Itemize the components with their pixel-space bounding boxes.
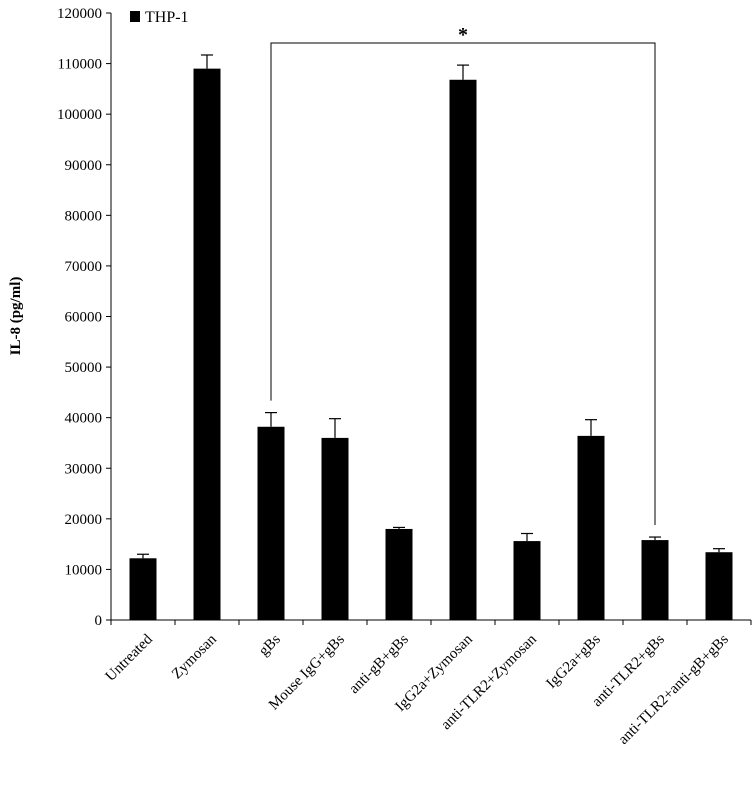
y-tick-label: 40000 <box>65 411 103 427</box>
bar <box>705 552 733 620</box>
bar <box>129 558 157 620</box>
bars <box>129 54 733 621</box>
y-tick-label: 120000 <box>57 6 102 22</box>
annotations: * <box>270 24 656 526</box>
bar <box>257 426 285 620</box>
y-tick-label: 80000 <box>65 208 103 224</box>
bar <box>321 437 349 620</box>
y-tick-label: 10000 <box>65 562 103 578</box>
bar <box>385 528 413 620</box>
y-tick-label: 110000 <box>58 57 102 73</box>
x-tick-label: anti-gB+gBs <box>346 631 412 697</box>
legend-swatch-thp1 <box>130 11 140 22</box>
y-tick-label: 90000 <box>65 158 103 174</box>
y-tick-label: 0 <box>95 613 103 629</box>
y-tick-label: 30000 <box>65 461 103 477</box>
significance-bracket <box>270 42 656 526</box>
bar <box>513 541 541 620</box>
legend: THP-1 <box>130 9 189 26</box>
bar <box>449 79 477 620</box>
x-tick-label: Zymosan <box>169 631 220 682</box>
y-tick-label: 50000 <box>65 360 103 376</box>
y-tick-label: 70000 <box>65 259 103 275</box>
significance-star: * <box>458 24 468 46</box>
legend-label-thp1: THP-1 <box>145 9 189 26</box>
x-tick-label: IgG2a+gBs <box>544 631 604 691</box>
bar <box>193 68 221 621</box>
x-tick-label: anti-TLR2+anti-gB+gBs <box>615 631 731 747</box>
x-tick-label: Untreated <box>103 631 156 684</box>
y-axis: 0 10000 20000 30000 40000 50000 60000 70000 8000… <box>57 6 112 629</box>
y-tick-label: 20000 <box>65 512 103 528</box>
y-tick-label: 60000 <box>65 310 103 326</box>
y-axis-label: IL-8 (pg/ml) <box>8 277 24 356</box>
bar <box>577 435 605 620</box>
bar <box>641 540 669 620</box>
y-tick-label: 100000 <box>57 107 102 123</box>
x-tick-label: gBs <box>256 631 284 659</box>
